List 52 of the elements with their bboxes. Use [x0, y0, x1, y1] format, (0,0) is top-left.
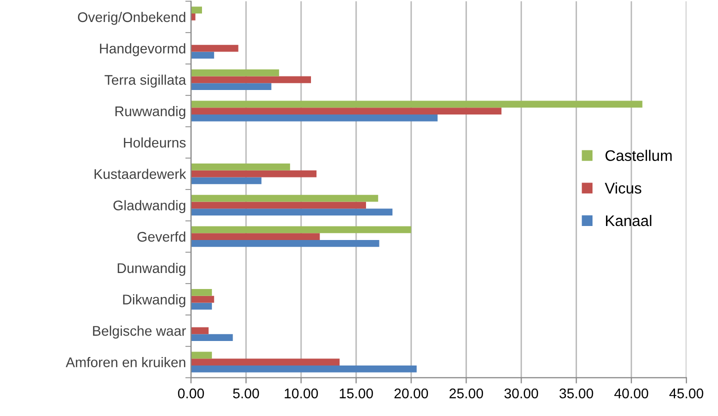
bar	[190, 52, 214, 59]
bar	[190, 83, 272, 90]
y-tick-label: Dunwandig	[118, 262, 186, 276]
bar	[190, 170, 316, 178]
bar	[190, 177, 262, 184]
y-tick-label: Gladwandig	[113, 200, 186, 214]
bar	[190, 194, 378, 202]
y-tick-label: Belgische waar	[93, 326, 186, 339]
x-tick-label: 30.00	[504, 388, 538, 398]
bar	[190, 296, 214, 303]
x-tick-label: 0.00	[178, 388, 204, 398]
bar	[190, 208, 392, 216]
bar	[190, 226, 412, 234]
legend-label: Vicus	[604, 182, 642, 194]
bar	[190, 76, 311, 84]
x-tick-label: 35.00	[559, 388, 594, 398]
bar	[190, 202, 366, 209]
x-tick-label: 40.00	[614, 388, 648, 398]
bar	[190, 100, 642, 108]
bar	[190, 44, 238, 52]
x-tick-label: 25.00	[450, 388, 484, 398]
bar	[190, 233, 320, 240]
bar	[190, 6, 202, 14]
bar	[190, 13, 196, 20]
y-tick-label: Terra sigillata	[104, 74, 186, 88]
y-tick-label: Holdeurns	[124, 137, 186, 148]
bar	[190, 327, 209, 334]
bar	[190, 358, 340, 366]
legend-label: Kanaal	[606, 214, 652, 226]
x-tick-label: 10.00	[284, 388, 318, 398]
y-tick-label: Geverfd	[137, 232, 186, 242]
x-tick-label: 45.00	[669, 388, 704, 398]
bar	[190, 302, 212, 310]
bar	[190, 334, 233, 342]
x-tick-label: 5.00	[233, 388, 260, 398]
y-tick-label: Handgevormd	[100, 43, 186, 56]
x-tick-label: 20.00	[394, 388, 428, 398]
bar	[190, 114, 438, 122]
y-tick-label: Overig/Onbekend	[78, 12, 186, 25]
y-tick-label: Amforen en kruiken	[66, 357, 186, 368]
x-tick-label: 15.00	[340, 388, 373, 398]
bar	[190, 365, 417, 372]
y-tick-label: Ruwwandig	[115, 106, 186, 119]
bar	[190, 163, 290, 170]
legend-label: Castellum	[606, 150, 672, 162]
bar	[190, 352, 212, 359]
bar	[190, 240, 380, 247]
bar	[190, 288, 212, 296]
bar	[190, 108, 502, 115]
y-tick-label: Dikwandig	[123, 294, 186, 308]
bar	[190, 69, 280, 76]
y-tick-label: Kustaardewerk	[94, 168, 186, 179]
